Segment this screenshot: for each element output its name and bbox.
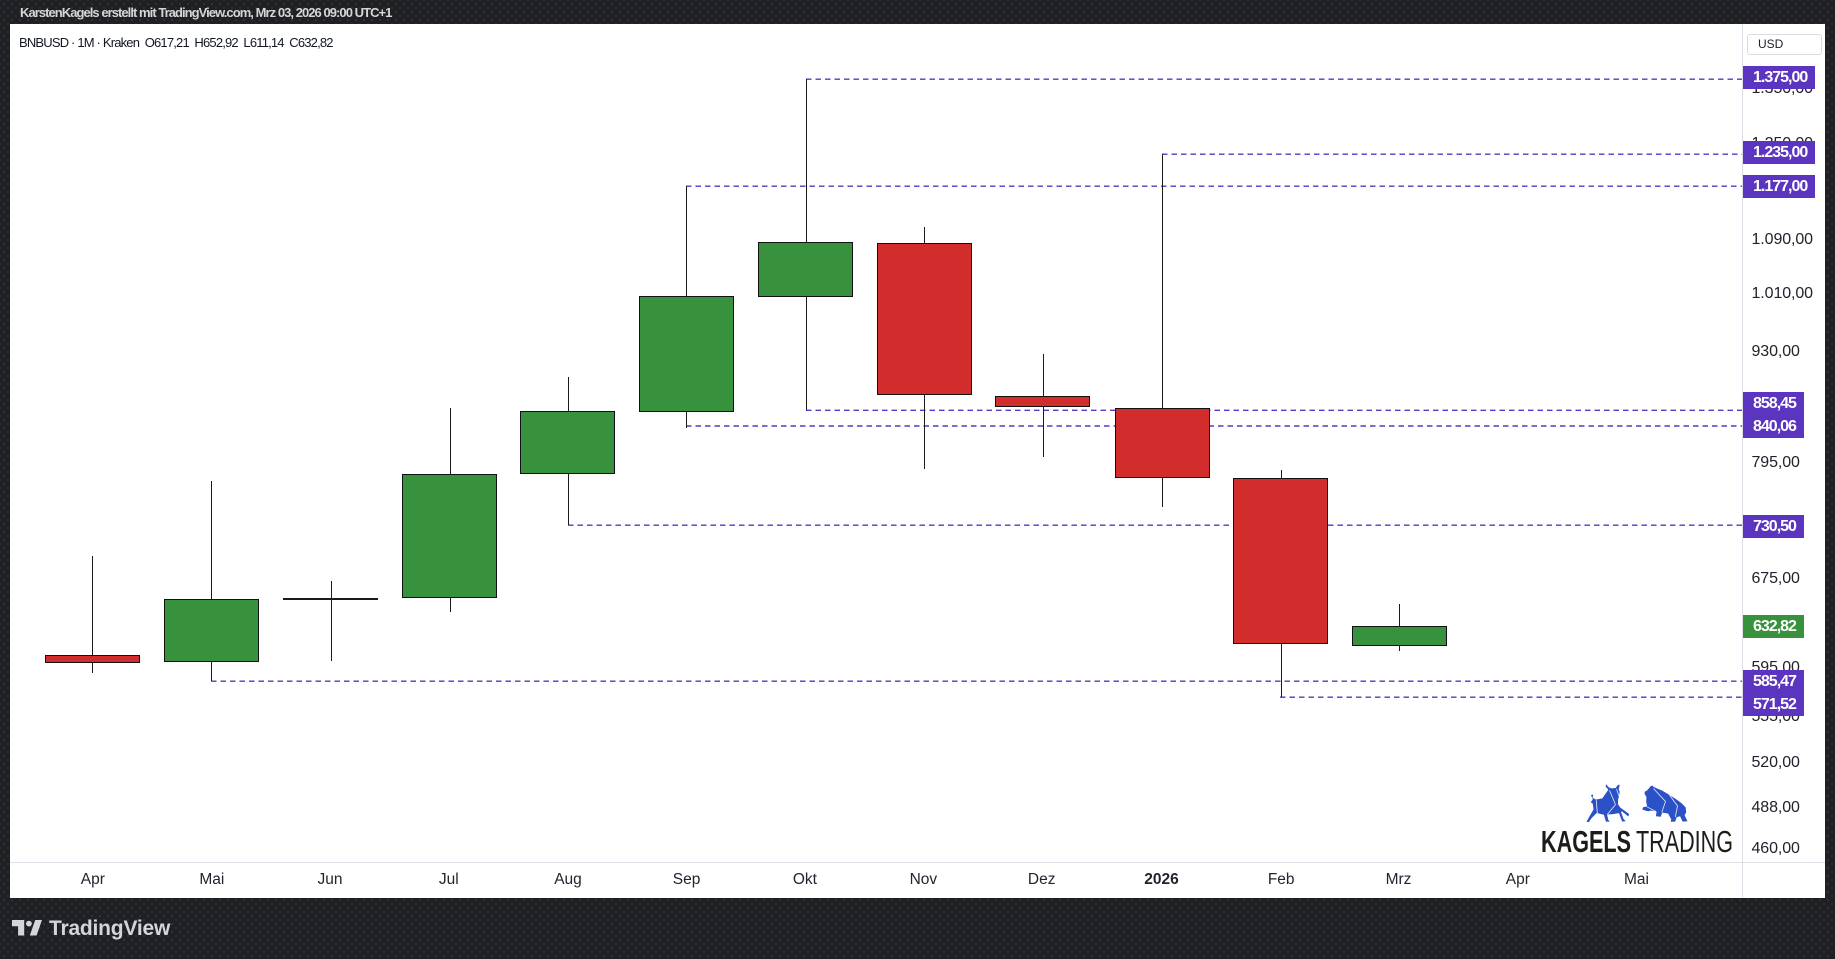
svg-text:TRADING: TRADING	[1636, 824, 1733, 859]
svg-text:KAGELS: KAGELS	[1541, 824, 1631, 859]
